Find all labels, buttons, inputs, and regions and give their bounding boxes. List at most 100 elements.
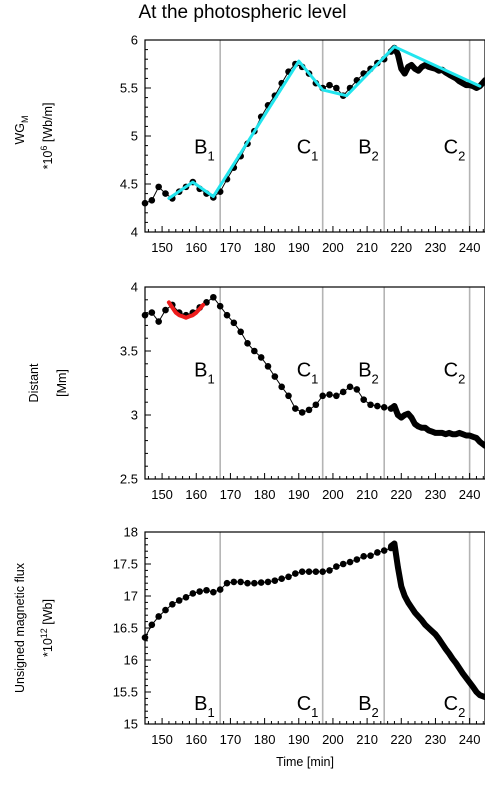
data-point: [360, 553, 367, 560]
data-point: [148, 621, 156, 629]
x-tick-label: 190: [288, 487, 310, 502]
y-tick-label: 16: [124, 653, 138, 668]
y-tick-label: 2.5: [120, 472, 138, 487]
data-point: [271, 373, 279, 380]
data-point: [319, 568, 326, 575]
y-tick-label: 3.5: [120, 344, 138, 359]
data-point: [210, 588, 217, 596]
event-label: B1: [194, 693, 215, 720]
x-tick-label: 230: [425, 732, 447, 747]
data-point: [230, 578, 238, 586]
data-point: [182, 593, 190, 601]
data-point: [162, 306, 169, 314]
data-point: [162, 190, 169, 197]
dense-series: [388, 540, 485, 701]
x-tick-label: 170: [220, 240, 242, 255]
data-point: [285, 573, 292, 581]
event-label: B1: [194, 360, 215, 387]
event-label: C2: [444, 693, 466, 720]
data-point: [326, 567, 333, 574]
data-point: [196, 588, 203, 595]
data-point: [298, 409, 306, 416]
event-label: C1: [297, 136, 319, 163]
series-line: [144, 547, 392, 638]
data-point: [169, 601, 176, 608]
data-point: [278, 575, 285, 583]
event-label: B1: [194, 136, 215, 163]
data-point: [264, 363, 272, 370]
data-point: [155, 318, 162, 325]
data-point: [155, 613, 162, 620]
x-tick-label: 230: [425, 487, 447, 502]
data-point: [333, 84, 340, 92]
y-axis-unit: *106 [Wb/m]: [39, 103, 55, 170]
panel-distance: B1 C1 B2 C2 2.5 3 3.5 4 150 160 170 180 190 200 210 220…: [27, 280, 485, 502]
data-point: [237, 328, 244, 336]
x-tick-label: 150: [151, 732, 173, 747]
event-label: B2: [358, 693, 379, 720]
x-tick-label: 190: [288, 240, 310, 255]
x-tick-label: 210: [356, 240, 378, 255]
panel-wgm: B1 C1 B2 C2 4 4.5 5 5.5 6 150 160 170 180 190 200 210 22…: [13, 33, 485, 255]
y-tick-label: 4.5: [120, 177, 138, 192]
x-tick-label: 150: [151, 240, 173, 255]
data-point: [264, 578, 272, 586]
y-tick-label: 16.5: [113, 621, 138, 636]
x-tick-label: 200: [322, 487, 344, 502]
data-point: [374, 549, 381, 556]
x-tick-label: 160: [185, 732, 207, 747]
data-point: [292, 570, 299, 577]
y-tick-label: 17: [124, 589, 138, 604]
x-tick-label: 180: [254, 240, 276, 255]
y-tick-label: 3: [131, 408, 138, 423]
data-point: [216, 302, 224, 310]
event-label: C2: [444, 360, 466, 387]
dense-series: [388, 403, 485, 449]
x-tick-label: 220: [390, 732, 412, 747]
data-point: [155, 183, 162, 191]
data-point: [380, 547, 388, 554]
event-label: C1: [297, 693, 319, 720]
x-tick-label: 190: [288, 732, 310, 747]
y-tick-label: 17.5: [113, 557, 138, 572]
data-point: [292, 405, 299, 412]
y-axis-unit: *1012 [Wb]: [39, 599, 55, 657]
x-tick-label: 220: [390, 240, 412, 255]
data-point: [339, 560, 347, 568]
x-tick-label: 240: [459, 487, 481, 502]
data-point: [148, 309, 156, 316]
data-point: [326, 81, 333, 89]
data-point: [374, 402, 381, 410]
x-tick-label: 210: [356, 487, 378, 502]
x-tick-label: 210: [356, 732, 378, 747]
y-axis-unit: [Mm]: [55, 369, 69, 397]
data-point: [346, 383, 354, 391]
data-point: [251, 579, 258, 587]
data-point: [216, 586, 224, 593]
x-tick-label: 170: [220, 487, 242, 502]
data-point: [223, 311, 231, 319]
figure-title: At the photospheric level: [138, 2, 347, 23]
data-point: [353, 556, 361, 563]
y-tick-label: 6: [131, 33, 138, 48]
y-tick-label: 5: [131, 129, 138, 144]
x-tick-label: 220: [390, 487, 412, 502]
data-point: [230, 319, 238, 327]
data-point: [353, 386, 361, 393]
fit-line: [166, 300, 206, 320]
data-point: [312, 568, 320, 575]
data-point: [285, 392, 292, 400]
x-tick-label: 230: [425, 240, 447, 255]
x-tick-label: 240: [459, 732, 481, 747]
y-tick-label: 18: [124, 525, 138, 540]
x-tick-label: 180: [254, 732, 276, 747]
x-tick-label: 200: [322, 732, 344, 747]
data-point: [326, 391, 333, 398]
data-point: [339, 388, 347, 396]
data-point: [237, 578, 244, 586]
x-axis-label: Time [min]: [276, 755, 334, 769]
y-tick-label: 15.5: [113, 685, 138, 700]
data-point: [305, 568, 313, 575]
dense-series: [388, 44, 485, 91]
y-tick-label: 4: [131, 225, 138, 240]
